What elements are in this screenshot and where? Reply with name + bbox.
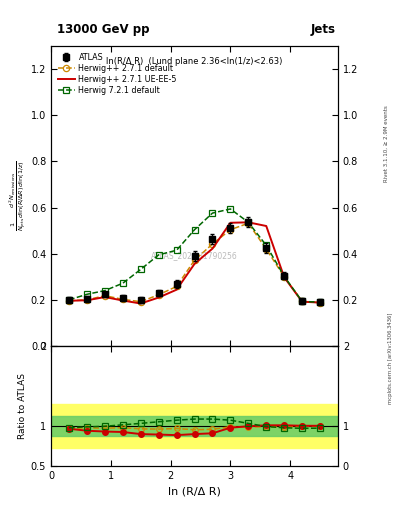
Herwig++ 2.7.1 default xyxy=(103,292,107,298)
Y-axis label: $\frac{1}{N_\mathrm{jets}}\frac{d^2 N_\mathrm{emissions}}{d\ln(R/\Delta R)\,d\ln: $\frac{1}{N_\mathrm{jets}}\frac{d^2 N_\m… xyxy=(7,161,28,231)
Herwig++ 2.7.1 UE-EE-5 xyxy=(103,294,107,300)
Text: mcplots.cern.ch [arXiv:1306.3436]: mcplots.cern.ch [arXiv:1306.3436] xyxy=(388,313,393,404)
Herwig 7.2.1 default xyxy=(138,266,143,272)
Herwig 7.2.1 default xyxy=(156,252,161,258)
Herwig 7.2.1 default xyxy=(300,298,305,305)
Herwig++ 2.7.1 UE-EE-5 xyxy=(282,274,286,280)
Herwig 7.2.1 default xyxy=(174,247,179,253)
Herwig 7.2.1 default xyxy=(282,273,286,280)
Herwig++ 2.7.1 default xyxy=(84,297,89,303)
Herwig++ 2.7.1 UE-EE-5 xyxy=(67,297,72,304)
Herwig++ 2.7.1 UE-EE-5 xyxy=(120,297,125,304)
Herwig++ 2.7.1 UE-EE-5 xyxy=(264,223,269,229)
Herwig 7.2.1 default xyxy=(120,280,125,286)
Line: Herwig++ 2.7.1 default: Herwig++ 2.7.1 default xyxy=(66,220,323,306)
Herwig++ 2.7.1 default xyxy=(282,274,286,280)
Herwig++ 2.7.1 UE-EE-5 xyxy=(156,294,161,301)
Herwig 7.2.1 default xyxy=(228,206,233,212)
Y-axis label: Ratio to ATLAS: Ratio to ATLAS xyxy=(18,373,27,439)
Herwig++ 2.7.1 UE-EE-5 xyxy=(174,287,179,293)
Herwig++ 2.7.1 UE-EE-5 xyxy=(192,261,197,267)
Herwig 7.2.1 default xyxy=(318,299,322,305)
Line: Herwig 7.2.1 default: Herwig 7.2.1 default xyxy=(66,206,323,305)
Herwig++ 2.7.1 default xyxy=(318,300,322,306)
Herwig++ 2.7.1 default xyxy=(156,292,161,298)
Herwig++ 2.7.1 default xyxy=(300,298,305,305)
Herwig++ 2.7.1 default xyxy=(120,296,125,303)
X-axis label: ln (R/Δ R): ln (R/Δ R) xyxy=(168,486,221,496)
Text: 13000 GeV pp: 13000 GeV pp xyxy=(57,23,149,36)
Herwig++ 2.7.1 default xyxy=(67,297,72,304)
Herwig++ 2.7.1 default xyxy=(228,227,233,233)
Herwig++ 2.7.1 UE-EE-5 xyxy=(210,246,215,252)
Text: Rivet 3.1.10, ≥ 2.9M events: Rivet 3.1.10, ≥ 2.9M events xyxy=(384,105,388,182)
Herwig 7.2.1 default xyxy=(84,291,89,297)
Herwig++ 2.7.1 default xyxy=(264,246,269,252)
Herwig 7.2.1 default xyxy=(264,242,269,248)
Herwig++ 2.7.1 UE-EE-5 xyxy=(84,297,89,304)
Herwig++ 2.7.1 default xyxy=(246,220,251,226)
Herwig 7.2.1 default xyxy=(246,219,251,225)
Herwig++ 2.7.1 default xyxy=(210,241,215,247)
Herwig++ 2.7.1 default xyxy=(192,257,197,263)
Text: ATLAS_2020_I1790256: ATLAS_2020_I1790256 xyxy=(151,251,238,261)
Herwig++ 2.7.1 UE-EE-5 xyxy=(318,300,322,306)
Text: Jets: Jets xyxy=(311,23,336,36)
Herwig 7.2.1 default xyxy=(67,297,72,303)
Herwig 7.2.1 default xyxy=(210,210,215,216)
Herwig++ 2.7.1 UE-EE-5 xyxy=(228,220,233,226)
Legend: ATLAS, Herwig++ 2.7.1 default, Herwig++ 2.7.1 UE-EE-5, Herwig 7.2.1 default: ATLAS, Herwig++ 2.7.1 default, Herwig++ … xyxy=(55,50,179,97)
Line: Herwig++ 2.7.1 UE-EE-5: Herwig++ 2.7.1 UE-EE-5 xyxy=(69,222,320,304)
Herwig++ 2.7.1 default xyxy=(174,283,179,289)
Herwig++ 2.7.1 UE-EE-5 xyxy=(300,298,305,305)
Herwig++ 2.7.1 UE-EE-5 xyxy=(138,301,143,307)
Herwig++ 2.7.1 UE-EE-5 xyxy=(246,219,251,225)
Herwig 7.2.1 default xyxy=(192,227,197,233)
Text: ln(R/Δ R)  (Lund plane 2.36<ln(1/z)<2.63): ln(R/Δ R) (Lund plane 2.36<ln(1/z)<2.63) xyxy=(107,57,283,66)
Herwig++ 2.7.1 default xyxy=(138,298,143,305)
Herwig 7.2.1 default xyxy=(103,288,107,294)
